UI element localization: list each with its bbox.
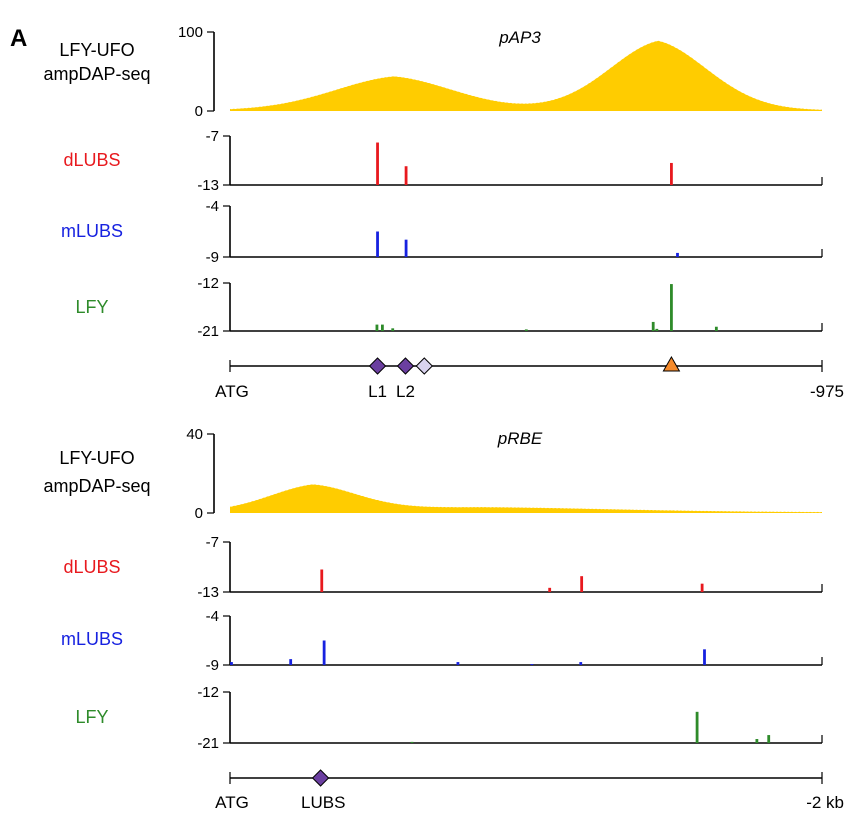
motif-score-bar xyxy=(376,231,379,257)
panel-pRBE: pRBE LFY-UFO ampDAP-seq 40 0 dLUBS -7 -13 mLUBS -… xyxy=(43,426,844,812)
panel-pAP3: pAP3 LFY-UFO ampDAP-seq 100 0 dLUBS -7 -13 mLUBS… xyxy=(43,24,844,401)
track-y-ticklabel: -9 xyxy=(206,657,219,674)
peak-ylabel-line: ampDAP-seq xyxy=(43,476,150,496)
motif-score-bar xyxy=(700,583,704,592)
motif-score-bar xyxy=(410,741,414,743)
peak-area xyxy=(230,40,822,111)
lfy-site-triangle xyxy=(662,355,681,372)
track-y-ticklabel: -4 xyxy=(206,608,219,625)
track-dLUBS: dLUBS -7 -13 xyxy=(63,128,823,194)
track-y-ticklabel: -12 xyxy=(197,275,219,292)
panel-title: pRBE xyxy=(497,429,543,448)
motif-score-bar xyxy=(524,329,528,331)
motif-score-bar xyxy=(381,324,384,331)
track-y-ticklabel: -7 xyxy=(206,534,219,551)
track-mLUBS: mLUBS -4 -9 xyxy=(61,608,823,674)
track-label: LFY xyxy=(75,297,108,317)
motif-score-bar xyxy=(580,576,584,592)
motif-score-bar xyxy=(670,162,673,185)
track-dLUBS: dLUBS -7 -13 xyxy=(63,534,823,601)
motif-score-bar xyxy=(651,321,655,331)
motif-score-bar xyxy=(767,735,771,743)
track-y-ticklabel: -13 xyxy=(197,177,219,194)
panel-title: pAP3 xyxy=(498,28,541,47)
motif-score-bar xyxy=(456,662,460,665)
track-LFY: LFY -12 -21 xyxy=(75,684,823,752)
motif-score-bar xyxy=(391,328,395,331)
track-label: mLUBS xyxy=(61,221,123,241)
motif-score-bar xyxy=(548,587,552,592)
lubs-site-diamond xyxy=(396,357,415,375)
axis-start-label: ATG xyxy=(215,382,249,401)
site-label: L1 xyxy=(368,382,387,401)
track-label: dLUBS xyxy=(63,557,120,577)
track-mLUBS: mLUBS -4 -9 xyxy=(61,198,823,266)
lubs-site-diamond xyxy=(368,357,387,375)
peak-ylabel-line: LFY-UFO xyxy=(59,448,134,468)
peak-area xyxy=(230,484,822,513)
motif-score-bar xyxy=(579,662,583,665)
motif-score-bar xyxy=(404,239,408,257)
panels: pAP3 LFY-UFO ampDAP-seq 100 0 dLUBS -7 -13 mLUBS… xyxy=(43,24,844,812)
panel-letter: A xyxy=(10,25,27,52)
track-y-ticklabel: -7 xyxy=(206,128,219,145)
axis-start-label: ATG xyxy=(215,793,249,812)
track-y-ticklabel: -21 xyxy=(197,323,219,340)
motif-score-bar xyxy=(755,739,759,743)
motif-score-bar xyxy=(289,659,293,665)
lubs-site-diamond xyxy=(311,769,330,787)
motif-score-bar xyxy=(530,664,534,665)
axis-end-label: -2 kb xyxy=(806,793,844,812)
peak-ylabel-line: ampDAP-seq xyxy=(43,64,150,84)
motif-score-bar xyxy=(714,326,718,331)
track-y-ticklabel: -4 xyxy=(206,198,219,215)
track-LFY: LFY -12 -21 xyxy=(75,275,823,340)
peak-y-ticklabel: 100 xyxy=(178,24,203,41)
track-label: dLUBS xyxy=(63,150,120,170)
axis-end-label: -975 xyxy=(810,382,844,401)
motif-score-bar xyxy=(695,711,699,743)
peak-y-ticklabel: 0 xyxy=(195,505,203,522)
motif-score-bar xyxy=(322,640,326,665)
motif-score-bar xyxy=(320,569,324,592)
peak-ylabel-line: LFY-UFO xyxy=(59,40,134,60)
track-y-ticklabel: -21 xyxy=(197,735,219,752)
motif-score-bar xyxy=(670,284,673,331)
track-y-ticklabel: -9 xyxy=(206,249,219,266)
motif-score-bar xyxy=(376,142,379,185)
peak-y-ticklabel: 0 xyxy=(195,103,203,120)
motif-score-bar xyxy=(375,324,379,331)
motif-score-bar xyxy=(230,662,233,665)
motif-score-bar xyxy=(703,649,706,665)
weak-lubs-site-diamond xyxy=(415,357,434,375)
track-y-ticklabel: -13 xyxy=(197,584,219,601)
track-y-ticklabel: -12 xyxy=(197,684,219,701)
motif-score-bar xyxy=(676,252,679,257)
peak-y-ticklabel: 40 xyxy=(186,426,203,443)
site-label: LUBS xyxy=(301,793,345,812)
track-label: LFY xyxy=(75,707,108,727)
site-label: L2 xyxy=(396,382,415,401)
track-label: mLUBS xyxy=(61,629,123,649)
motif-score-bar xyxy=(655,328,659,331)
motif-score-bar xyxy=(404,166,408,185)
